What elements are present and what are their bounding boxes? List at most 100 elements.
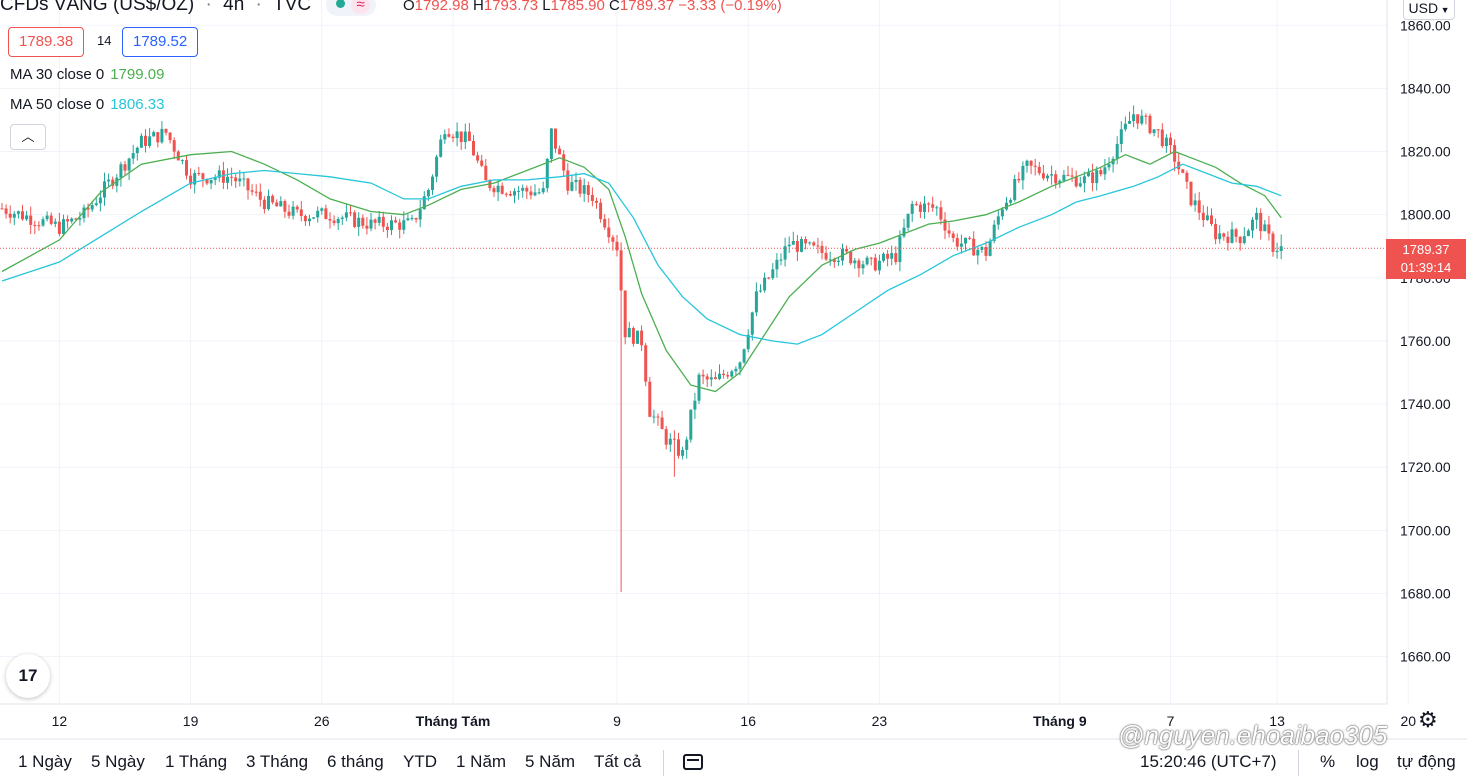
- candle-body: [139, 135, 143, 148]
- currency-label: USD: [1408, 0, 1439, 16]
- candle-body: [976, 249, 980, 256]
- candle-body: [1148, 115, 1152, 134]
- range-3m-button[interactable]: 3 Tháng: [246, 752, 309, 771]
- candle-body: [955, 237, 959, 247]
- candle-body: [78, 218, 82, 220]
- candle-body: [226, 176, 229, 183]
- candle-body: [422, 196, 426, 210]
- auto-scale-toggle[interactable]: tự động: [1397, 752, 1456, 771]
- candle-body: [217, 170, 221, 178]
- range-5y-button[interactable]: 5 Năm: [525, 752, 576, 771]
- candle-body: [668, 438, 672, 445]
- exchange: TVC: [273, 0, 312, 15]
- sell-price-button[interactable]: 1789.38: [8, 27, 85, 57]
- candle-body: [1095, 170, 1099, 184]
- candle-body: [74, 218, 78, 220]
- candle-body: [779, 259, 783, 261]
- price-tick-label: 1660.00: [1400, 649, 1451, 665]
- candle-body: [681, 449, 685, 456]
- tradingview-logo-text: 17: [18, 666, 38, 685]
- candle-body: [935, 207, 939, 209]
- ma50-legend[interactable]: MA 50 close 0 1806.33: [10, 96, 164, 113]
- watermark: @nguyen.ehoaibao305: [1118, 720, 1388, 750]
- candle-body: [726, 375, 730, 377]
- candle-body: [722, 373, 726, 376]
- buy-price-button[interactable]: 1789.52: [122, 27, 199, 57]
- candle-body: [759, 290, 762, 292]
- candle-body: [1021, 165, 1025, 181]
- candle-body: [832, 259, 836, 262]
- candle-body: [1152, 129, 1156, 134]
- separator: ·: [205, 0, 212, 15]
- candle-body: [1230, 229, 1234, 243]
- chevron-up-icon: ︿: [21, 129, 35, 144]
- range-ytd-button[interactable]: YTD: [403, 752, 437, 771]
- candle-body: [472, 140, 475, 156]
- range-all-button[interactable]: Tất cả: [594, 752, 642, 771]
- candle-body: [750, 312, 754, 335]
- candle-body: [918, 204, 922, 212]
- candle-body: [627, 328, 631, 338]
- candle-body: [1267, 224, 1271, 234]
- range-1m-button[interactable]: 1 Tháng: [165, 752, 228, 771]
- candle-body: [480, 160, 484, 166]
- clock[interactable]: 15:20:46 (UTC+7): [1140, 752, 1277, 771]
- time-tick-label: 16: [740, 713, 756, 729]
- candle-body: [242, 178, 246, 180]
- candle-body: [709, 377, 713, 380]
- candle-body: [906, 213, 910, 228]
- tradingview-logo-icon[interactable]: 17: [6, 654, 50, 698]
- last-price-value: 1789.37: [1402, 242, 1450, 257]
- candle-body: [578, 179, 582, 194]
- candle-body: [533, 192, 537, 196]
- candle-body: [127, 158, 131, 171]
- range-1y-button[interactable]: 1 Năm: [456, 752, 507, 771]
- candle-body: [603, 219, 607, 228]
- candle-body: [1000, 209, 1004, 217]
- candle-body: [558, 148, 562, 155]
- candle-body: [1033, 165, 1037, 167]
- candle-body: [812, 242, 816, 246]
- candle-body: [57, 221, 61, 234]
- gear-icon[interactable]: ⚙: [1418, 707, 1438, 732]
- percent-toggle[interactable]: %: [1320, 752, 1336, 771]
- separator: ·: [255, 0, 262, 15]
- interval[interactable]: 4h: [223, 0, 245, 15]
- candle-body: [328, 219, 332, 221]
- candle-body: [562, 154, 566, 171]
- symbol-name[interactable]: CFDs VÀNG (US$/OZ): [0, 0, 195, 15]
- candle-body: [611, 237, 615, 242]
- time-axis: 12 19 26 Tháng Tám 9 16 23 Tháng 9 7 13 20: [52, 713, 1417, 729]
- currency-select[interactable]: USD ▼: [1403, 0, 1455, 20]
- candle-body: [927, 203, 931, 205]
- live-dot-icon: [336, 0, 346, 9]
- ohlc-change: −3.33 (−0.19%): [678, 0, 782, 14]
- candle-body: [82, 207, 86, 219]
- candle-body: [619, 250, 623, 291]
- candle-body: [767, 277, 771, 279]
- candle-body: [1115, 143, 1119, 159]
- time-tick-label: Tháng 9: [1033, 713, 1087, 729]
- log-toggle[interactable]: log: [1356, 752, 1379, 771]
- status-pill[interactable]: ≈: [326, 0, 376, 16]
- candle-body: [414, 218, 418, 220]
- ma30-legend[interactable]: MA 30 close 0 1799.09: [10, 66, 164, 83]
- ma50-label: MA 50 close 0: [10, 96, 105, 113]
- candle-body: [279, 201, 283, 207]
- range-1d-button[interactable]: 1 Ngày: [18, 752, 72, 771]
- candle-body: [652, 416, 656, 418]
- candle-body: [164, 128, 168, 133]
- ohlc-open: 1792.98: [414, 0, 469, 14]
- calendar-icon[interactable]: [683, 754, 703, 770]
- range-6m-button[interactable]: 6 tháng: [327, 752, 384, 771]
- candle-body: [250, 190, 254, 192]
- candle-body: [426, 190, 430, 197]
- candle-body: [861, 264, 865, 269]
- candlestick-series: [0, 105, 1283, 592]
- candle-body: [53, 221, 57, 224]
- collapse-legend-button[interactable]: ︿: [10, 124, 46, 150]
- range-5d-button[interactable]: 5 Ngày: [91, 752, 145, 771]
- candle-body: [943, 219, 947, 231]
- candle-body: [1074, 176, 1078, 187]
